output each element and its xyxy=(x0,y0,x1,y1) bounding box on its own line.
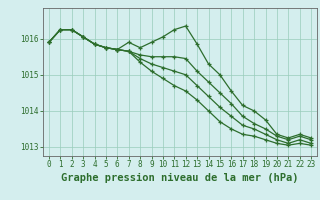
X-axis label: Graphe pression niveau de la mer (hPa): Graphe pression niveau de la mer (hPa) xyxy=(61,173,299,183)
